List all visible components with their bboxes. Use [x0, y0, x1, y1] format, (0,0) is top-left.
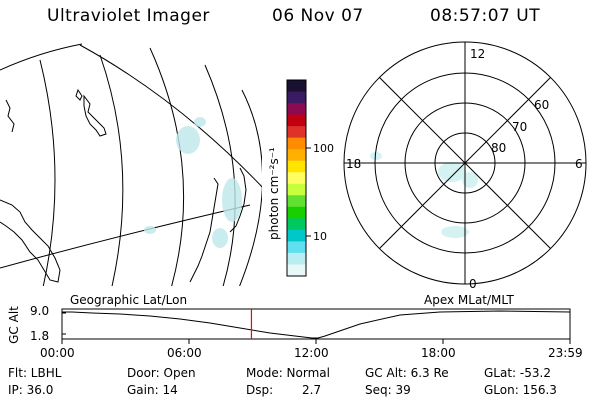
- colorbar-cell: [287, 195, 306, 208]
- colorbar-cell: [287, 229, 306, 242]
- colorbar-cell: [287, 149, 306, 162]
- x-tick-00-00: 00:00: [40, 346, 75, 360]
- mlt-label-0: 0: [469, 277, 477, 291]
- coastline: [83, 94, 107, 137]
- colorbar-cell: [287, 91, 306, 104]
- map-meridian: [0, 43, 83, 71]
- colorbar-cell: [287, 218, 306, 231]
- apex-mlat-mlt-label: Apex MLat/MLT: [424, 293, 514, 307]
- coastline: [0, 199, 61, 283]
- colorbar-cell: [287, 241, 306, 254]
- time-label: 08:57:07 UT: [430, 6, 541, 26]
- aurora-patch: [194, 117, 206, 127]
- coastline: [5, 99, 15, 133]
- map-lat-arc: [239, 89, 262, 286]
- coastline: [189, 177, 219, 283]
- aurora-patch: [144, 226, 156, 234]
- map-meridian: [0, 204, 251, 269]
- y-tick-9: 9.0: [30, 304, 50, 318]
- mlt-label-18: 18: [346, 157, 361, 171]
- colorbar-cell: [287, 126, 306, 139]
- filter-info: Flt: LBHL: [8, 366, 62, 380]
- colorbar-cell: [287, 206, 306, 219]
- colorbar-cell: [287, 160, 306, 173]
- aurora-patch: [438, 162, 466, 182]
- lat-label-80: 80: [491, 141, 506, 155]
- aurora-patch: [176, 126, 200, 154]
- glon-info: GLon: 156.3: [484, 383, 557, 397]
- x-tick-06-00: 06:00: [167, 346, 202, 360]
- colorbar-cell: [287, 264, 306, 277]
- date-label: 06 Nov 07: [272, 6, 364, 26]
- instrument-title: Ultraviolet Imager: [47, 6, 210, 26]
- polar-spoke: [379, 77, 551, 249]
- altitude-curve: [62, 310, 571, 339]
- seq-info: Seq: 39: [365, 383, 411, 397]
- geographic-latlon-label: Geographic Lat/Lon: [70, 293, 188, 307]
- colorbar-cell: [287, 172, 306, 185]
- mlt-label-12: 12: [470, 47, 485, 61]
- map-lat-arc: [149, 47, 185, 286]
- aurora-patch: [370, 152, 382, 160]
- colorbar-cell: [287, 183, 306, 196]
- colorbar-cell: [287, 103, 306, 116]
- coastline: [75, 88, 83, 101]
- x-tick-18-00: 18:00: [421, 346, 456, 360]
- colorbar-cell: [287, 80, 306, 93]
- aurora-patch: [212, 228, 228, 248]
- gain-info: Gain: 14: [127, 383, 178, 397]
- x-tick-12-00: 12:00: [294, 346, 329, 360]
- glat-info: GLat: -53.2: [484, 366, 551, 380]
- coastline: [229, 167, 247, 233]
- map-lat-arc: [99, 54, 124, 286]
- colorbar-cell: [287, 137, 306, 150]
- colorbar-label: photon cm⁻²s⁻¹: [267, 147, 281, 240]
- dsp-label: Dsp:: [246, 383, 274, 397]
- lat-label-60: 60: [534, 98, 549, 112]
- aurora-patch: [222, 178, 242, 222]
- map-meridian: [79, 44, 262, 188]
- ip-info: IP: 36.0: [8, 383, 54, 397]
- colorbar-cell: [287, 114, 306, 127]
- mode-info: Mode: Normal: [246, 366, 330, 380]
- x-tick-23-59: 23:59: [548, 346, 583, 360]
- mlt-label-6: 6: [575, 157, 583, 171]
- aurora-patch: [462, 172, 478, 188]
- dsp-value: 2.7: [302, 383, 322, 397]
- colorbar-tick-100: 100: [313, 142, 334, 155]
- colorbar-cell: [287, 252, 306, 265]
- map-lat-arc: [39, 59, 56, 286]
- y-tick-1-8: 1.8: [30, 329, 50, 343]
- gc-alt-info: GC Alt: 6.3 Re: [365, 366, 449, 380]
- lat-label-70: 70: [512, 120, 527, 134]
- aurora-patch: [441, 226, 469, 238]
- door-info: Door: Open: [127, 366, 196, 380]
- colorbar-tick-10: 10: [313, 230, 327, 243]
